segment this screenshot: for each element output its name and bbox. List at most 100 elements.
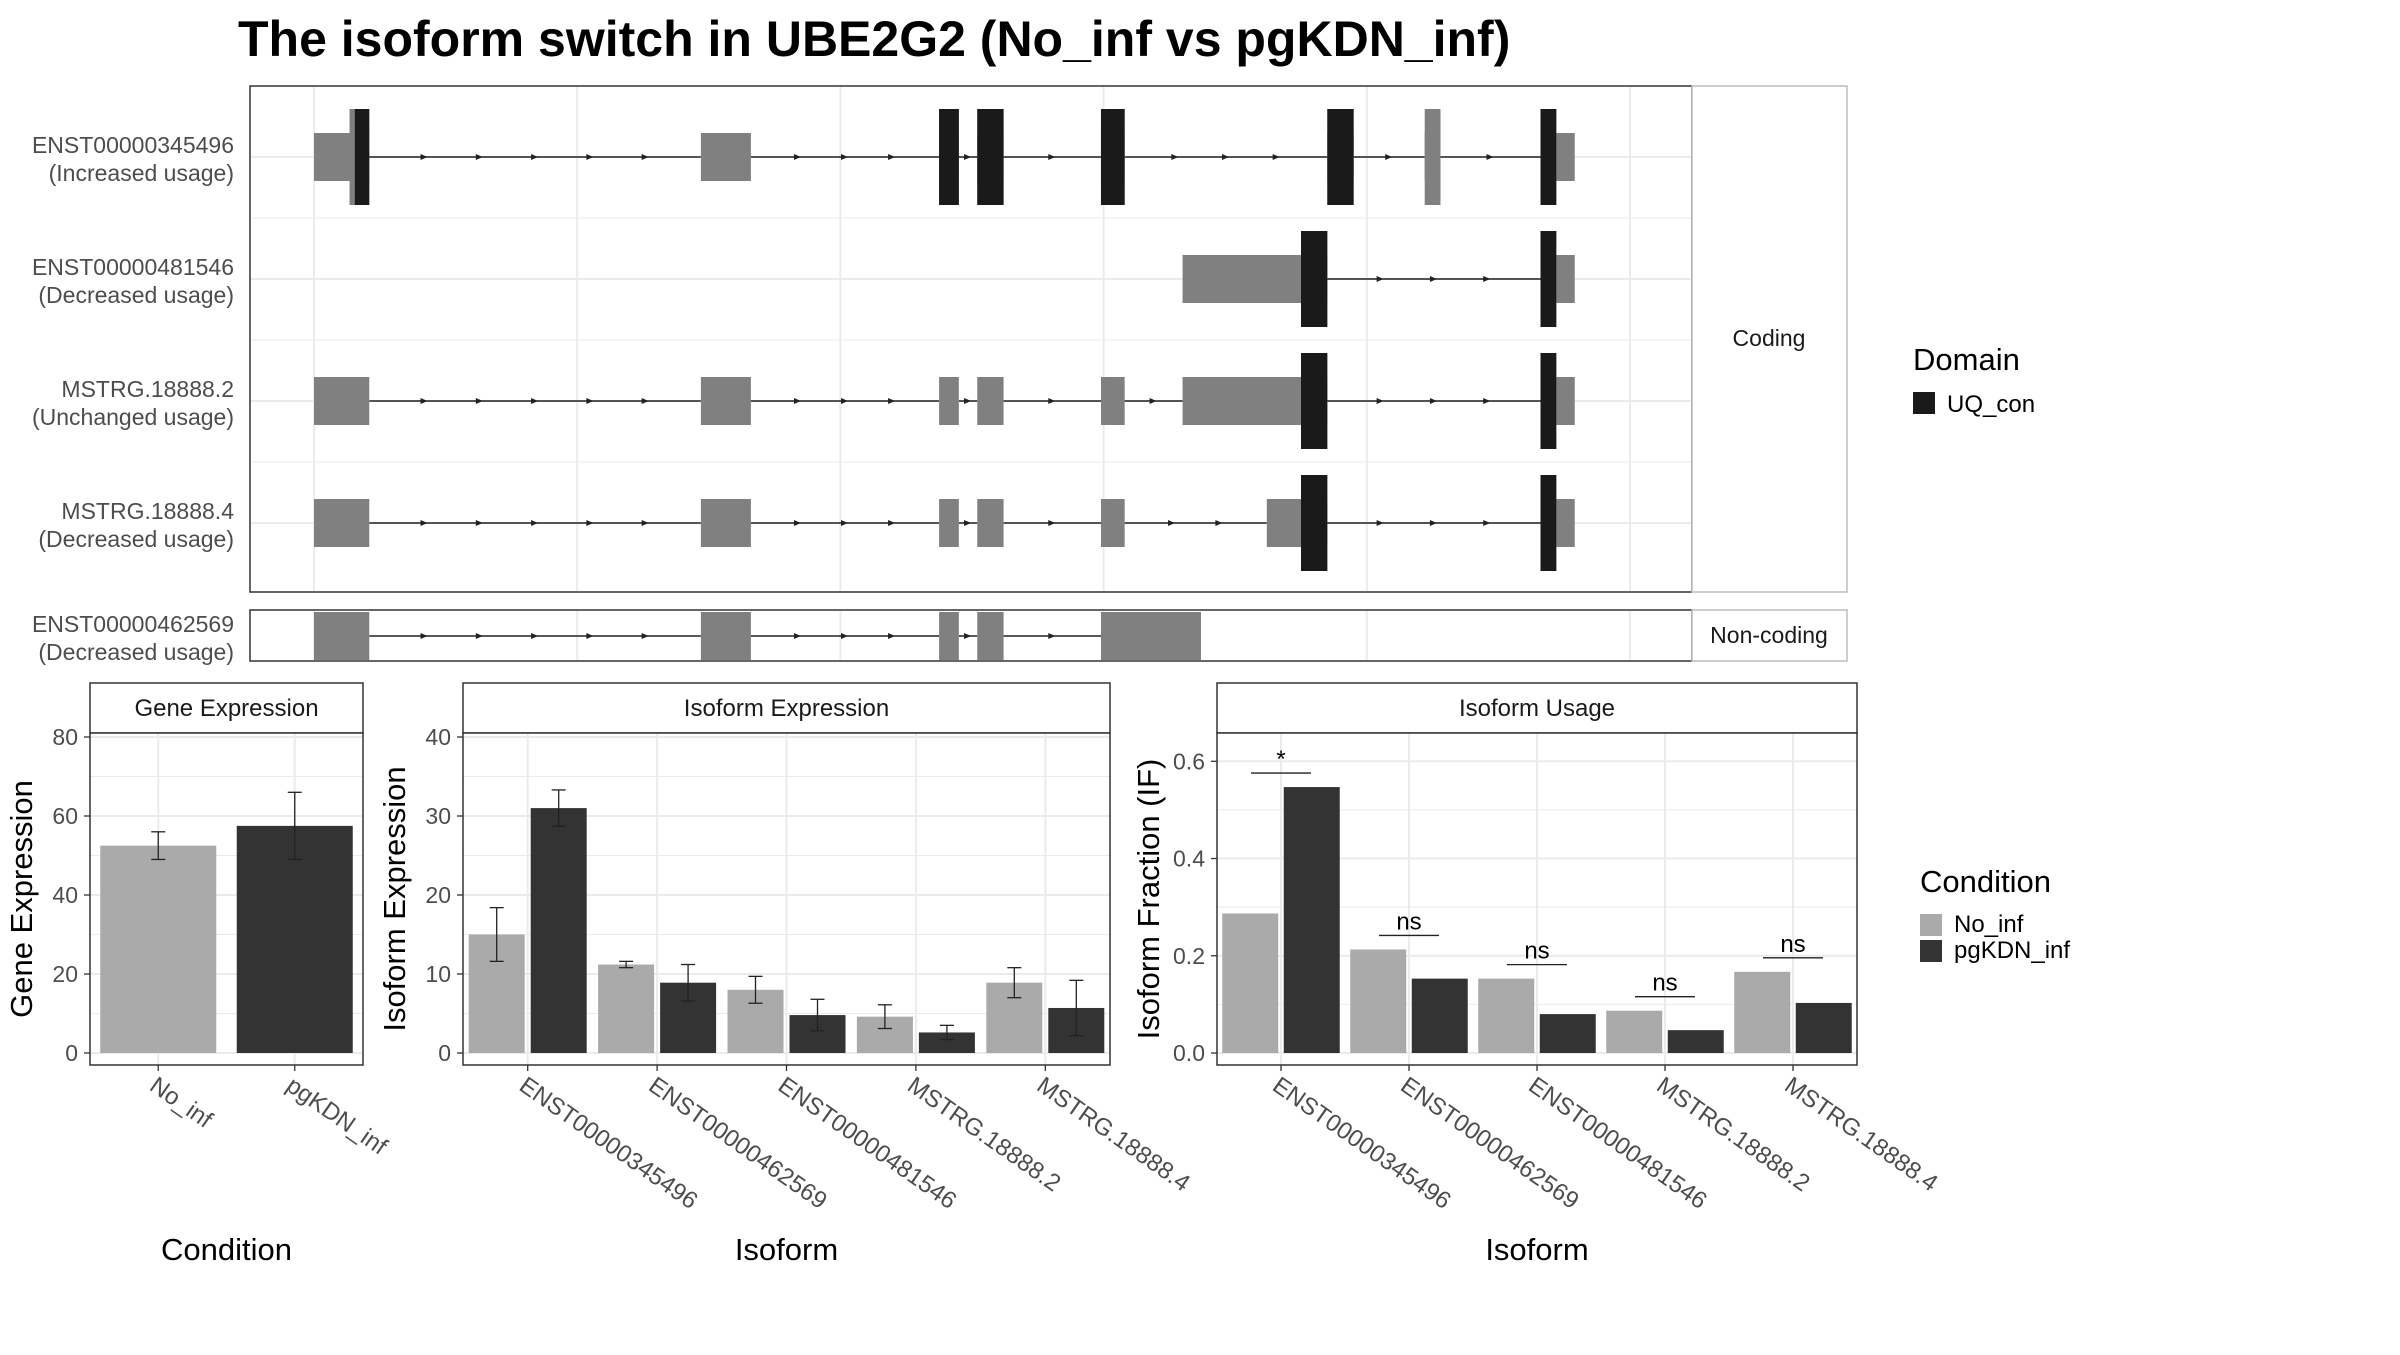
domain-block: [1540, 353, 1557, 449]
transcript-usage-label: (Decreased usage): [38, 282, 234, 308]
significance-label: *: [1276, 746, 1285, 773]
x-axis-title: Condition: [161, 1232, 292, 1267]
domain-block: [1540, 231, 1557, 327]
domain-legend-swatch: [1913, 392, 1935, 414]
bar: [1539, 1014, 1596, 1053]
y-tick-label: 20: [425, 882, 451, 908]
bar: [1283, 787, 1340, 1053]
y-axis-title: Gene Expression: [4, 780, 39, 1018]
transcript-id-label: ENST00000481546: [32, 254, 234, 280]
domain-block: [1540, 475, 1557, 571]
significance-label: ns: [1396, 908, 1421, 935]
exon-utr: [314, 377, 370, 425]
intron-arrow: [1376, 276, 1384, 282]
exon-utr: [977, 612, 1004, 660]
bar: [918, 1032, 975, 1053]
transcript-usage-label: (Unchanged usage): [32, 404, 234, 430]
intron-arrow: [964, 633, 972, 639]
intron-arrow: [475, 520, 483, 526]
noncoding-strip: [1691, 609, 1848, 662]
intron-arrow: [1483, 520, 1491, 526]
exon-utr: [700, 133, 751, 181]
exon-utr: [1100, 499, 1125, 547]
intron-arrow: [1272, 154, 1280, 160]
facet-strip-title: Isoform Expression: [684, 695, 889, 722]
y-tick-label: 20: [52, 961, 78, 987]
condition-legend-swatch-no-inf: [1920, 914, 1942, 936]
figure-title: The isoform switch in UBE2G2 (No_inf vs …: [238, 11, 1510, 67]
domain-block: [1301, 231, 1328, 327]
condition-legend-label-pgkdn-inf: pgKDN_inf: [1954, 937, 2070, 964]
intron-arrow: [586, 520, 594, 526]
bar: [236, 825, 353, 1053]
y-tick-label: 80: [52, 724, 78, 750]
coding-panel: [249, 85, 1693, 593]
significance-label: ns: [1780, 931, 1805, 958]
intron-arrow: [1048, 398, 1056, 404]
intron-arrow: [420, 398, 428, 404]
intron-arrow: [964, 154, 972, 160]
bar: [1795, 1002, 1852, 1053]
chart-0: Gene Expression 0 20 40 60 80 No_inf pgKDN_inf C…: [4, 682, 392, 1267]
bar: [1222, 913, 1279, 1053]
intron-arrow: [1429, 520, 1437, 526]
bar: [1350, 949, 1407, 1053]
transcript-id-label: ENST00000345496: [32, 132, 234, 158]
y-tick-label: 30: [425, 803, 451, 829]
transcript-id-label: MSTRG.18888.2: [61, 376, 234, 402]
condition-legend-title: Condition: [1920, 864, 2051, 899]
intron-arrow: [475, 154, 483, 160]
y-tick-label: 0: [65, 1040, 78, 1066]
y-tick-label: 0.4: [1173, 846, 1205, 872]
intron-arrow: [586, 398, 594, 404]
transcript-track: [314, 109, 1575, 205]
exon-utr: [314, 612, 370, 660]
intron-arrow: [420, 633, 428, 639]
domain-block: [354, 109, 370, 205]
intron-arrow: [531, 633, 539, 639]
significance-label: ns: [1652, 970, 1677, 997]
transcript-track: [314, 353, 1575, 449]
facet-strip: [462, 682, 1111, 734]
bar: [100, 845, 217, 1053]
y-tick-label: 10: [425, 961, 451, 987]
intron-arrow: [841, 520, 849, 526]
facet-strip-title: Isoform Usage: [1459, 695, 1615, 722]
domain-block: [1301, 353, 1328, 449]
intron-arrow: [1048, 154, 1056, 160]
intron-arrow: [793, 633, 801, 639]
noncoding-strip-label: Non-coding: [1710, 622, 1828, 648]
exon-utr: [939, 612, 959, 660]
transcript-usage-label: (Decreased usage): [38, 526, 234, 552]
facet-strip: [1216, 682, 1858, 734]
plot-border: [89, 732, 364, 1066]
y-tick-label: 0.0: [1173, 1040, 1205, 1066]
intron-arrow: [1483, 398, 1491, 404]
condition-legend-swatch-pgkdn-inf: [1920, 940, 1942, 962]
domain-block: [939, 109, 959, 205]
transcript-usage-label: (Decreased usage): [38, 639, 234, 665]
x-axis-title: Isoform: [1485, 1232, 1588, 1267]
intron-arrow: [793, 154, 801, 160]
condition-legend: Condition No_inf pgKDN_inf: [1920, 864, 2070, 964]
transcript-track: [314, 475, 1575, 571]
domain-legend-label: UQ_con: [1947, 391, 2035, 418]
exon-utr: [700, 377, 751, 425]
intron-arrow: [1168, 520, 1176, 526]
intron-arrow: [964, 520, 972, 526]
bar: [1606, 1010, 1663, 1053]
x-tick-label: No_inf: [145, 1072, 218, 1134]
intron-arrow: [531, 520, 539, 526]
exon-utr: [700, 612, 751, 660]
exon-utr: [977, 499, 1004, 547]
exon-utr: [1100, 612, 1201, 660]
y-tick-label: 0.6: [1173, 748, 1205, 774]
bar: [1667, 1030, 1724, 1053]
y-tick-label: 0.2: [1173, 943, 1205, 969]
intron-arrow: [793, 520, 801, 526]
intron-arrow: [475, 633, 483, 639]
intron-arrow: [641, 633, 649, 639]
y-axis-title: Isoform Expression: [377, 766, 412, 1031]
intron-arrow: [1215, 520, 1223, 526]
